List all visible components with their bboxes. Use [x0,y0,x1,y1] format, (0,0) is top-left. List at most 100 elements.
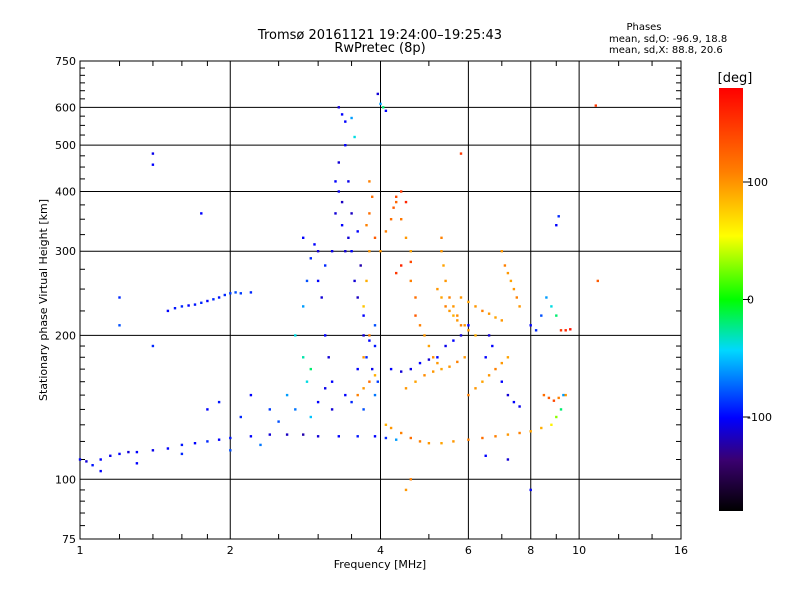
data-point [452,314,455,317]
data-point [389,426,393,430]
data-point [330,408,334,411]
data-point [118,324,121,327]
data-point [452,440,455,443]
data-point [404,236,408,239]
data-point [330,380,334,383]
data-point [596,279,599,283]
data-point [373,374,377,377]
data-point [418,324,422,327]
data-point [404,387,408,390]
data-point [389,367,393,371]
data-point [305,279,309,283]
data-point [400,264,403,267]
data-point [334,212,337,215]
y-tick-label: 300 [55,245,76,258]
data-point [344,393,347,397]
data-point [409,478,412,481]
data-point [356,296,359,299]
data-point [506,356,510,359]
chart-title: Tromsø 20161121 19:24:00–19:25:43 [257,28,502,43]
data-point [557,396,560,400]
data-point [239,292,242,295]
data-point [187,304,190,307]
data-point [344,120,347,123]
data-point [249,393,253,397]
data-point [85,460,88,463]
data-point [436,356,439,359]
data-point [382,106,385,109]
data-point [334,180,337,183]
data-point [467,438,470,441]
data-point [316,250,320,253]
data-point [384,423,388,426]
data-point [365,279,368,283]
data-point [249,291,253,294]
data-point [534,329,538,332]
data-point [285,393,289,397]
data-point [166,309,170,313]
data-point [418,361,422,365]
data-point [327,356,330,359]
data-point [173,307,177,310]
y-tick-label: 750 [55,55,76,68]
data-point [515,296,518,299]
grid [79,60,682,540]
data-point [277,420,280,423]
data-point [409,436,412,440]
data-point [350,212,353,215]
data-point [427,344,431,348]
data-point [400,370,403,373]
data-point [395,271,398,275]
data-point [452,305,455,308]
data-point [440,367,443,371]
data-point [442,264,445,267]
colorbar-tick-label: -100 [747,411,772,424]
data-point [350,400,353,404]
data-point [494,316,497,319]
data-point [118,296,121,299]
y-axis-label: Stationary phase Virtual Height [km] [37,199,50,401]
data-point [285,433,289,436]
data-point [302,305,305,308]
data-point [206,408,209,411]
data-point [324,334,327,337]
data-point [564,329,567,332]
data-point [362,387,365,390]
data-point [384,436,388,440]
data-point [506,433,510,436]
data-point [459,296,463,299]
minor-ticks [80,61,681,539]
data-point [409,367,412,371]
data-point [193,303,197,306]
x-tick-label: 16 [674,544,688,557]
data-point [362,305,365,308]
data-point [373,236,377,239]
colorbar-ticks: 100 0 -100 [743,176,772,424]
data-point [448,309,451,313]
data-point [529,430,532,433]
stats-x-line: mean, sd,X: 88.8, 20.6 [609,45,723,56]
y-tick-label: 75 [62,533,76,546]
data-point [347,236,350,239]
data-point [444,279,447,283]
data-point [229,292,232,295]
data-point [305,380,309,383]
data-point [444,344,447,348]
data-point [99,458,102,461]
data-point [356,230,359,233]
data-point [506,271,510,275]
data-point [463,324,466,327]
data-point [353,279,356,283]
data-point [313,243,316,246]
data-point [467,324,470,327]
data-point [344,250,347,253]
data-point [459,324,463,327]
data-point [217,438,221,441]
data-point [268,408,271,411]
data-point [135,462,139,465]
data-point [494,435,497,438]
data-point [506,393,510,397]
data-point [320,296,323,299]
data-point [151,163,155,166]
data-point [484,356,487,359]
